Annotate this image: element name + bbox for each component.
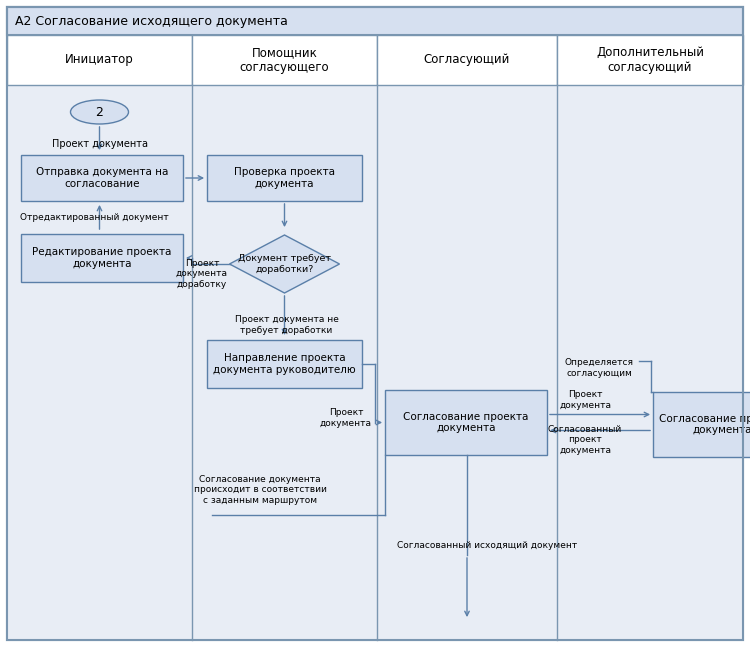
Text: Отправка документа на
согласование: Отправка документа на согласование <box>36 167 168 189</box>
Bar <box>207 340 362 388</box>
Bar <box>378 85 556 640</box>
Text: Дополнительный
согласующий: Дополнительный согласующий <box>596 46 704 74</box>
Bar <box>385 390 547 455</box>
Text: Инициатор: Инициатор <box>65 54 134 67</box>
Bar <box>557 35 743 85</box>
Text: Проверка проекта
документа: Проверка проекта документа <box>234 167 335 189</box>
Ellipse shape <box>70 100 128 124</box>
Text: Согласование проекта
документа: Согласование проекта документа <box>659 413 750 435</box>
Bar <box>193 85 376 640</box>
Text: Согласующий: Согласующий <box>424 54 510 67</box>
Bar <box>21 155 183 201</box>
Polygon shape <box>230 235 340 293</box>
Text: Определяется
согласующим: Определяется согласующим <box>565 358 634 378</box>
Bar <box>192 35 377 85</box>
Text: Согласование документа
происходит в соответствии
с заданным маршрутом: Согласование документа происходит в соот… <box>194 475 326 505</box>
Bar <box>377 35 557 85</box>
Text: Проект документа: Проект документа <box>52 139 148 149</box>
Bar <box>7 35 743 85</box>
Text: 2: 2 <box>95 105 104 118</box>
Text: Согласование проекта
документа: Согласование проекта документа <box>404 411 529 433</box>
Text: Согласованный исходящий документ: Согласованный исходящий документ <box>397 540 578 549</box>
Bar <box>7 35 192 85</box>
Text: Документ требует
доработки?: Документ требует доработки? <box>238 254 331 274</box>
Bar <box>7 7 743 35</box>
Bar <box>21 234 183 282</box>
Text: Направление проекта
документа руководителю: Направление проекта документа руководите… <box>213 353 356 375</box>
Bar <box>558 85 742 640</box>
Text: A2 Согласование исходящего документа: A2 Согласование исходящего документа <box>15 14 288 28</box>
Bar <box>8 85 191 640</box>
Text: Согласованный
проект
документа: Согласованный проект документа <box>548 425 622 455</box>
Text: Помощник
согласующего: Помощник согласующего <box>240 46 329 74</box>
Bar <box>653 392 750 457</box>
Text: Проект
документа: Проект документа <box>559 390 611 410</box>
Text: Проект
документа
доработку: Проект документа доработку <box>176 259 228 289</box>
Bar <box>207 155 362 201</box>
Text: Редактирование проекта
документа: Редактирование проекта документа <box>32 247 172 269</box>
Text: Проект
документа: Проект документа <box>320 408 372 428</box>
Text: Проект документа не
требует доработки: Проект документа не требует доработки <box>235 315 338 334</box>
Text: Отредактированный документ: Отредактированный документ <box>20 214 169 223</box>
